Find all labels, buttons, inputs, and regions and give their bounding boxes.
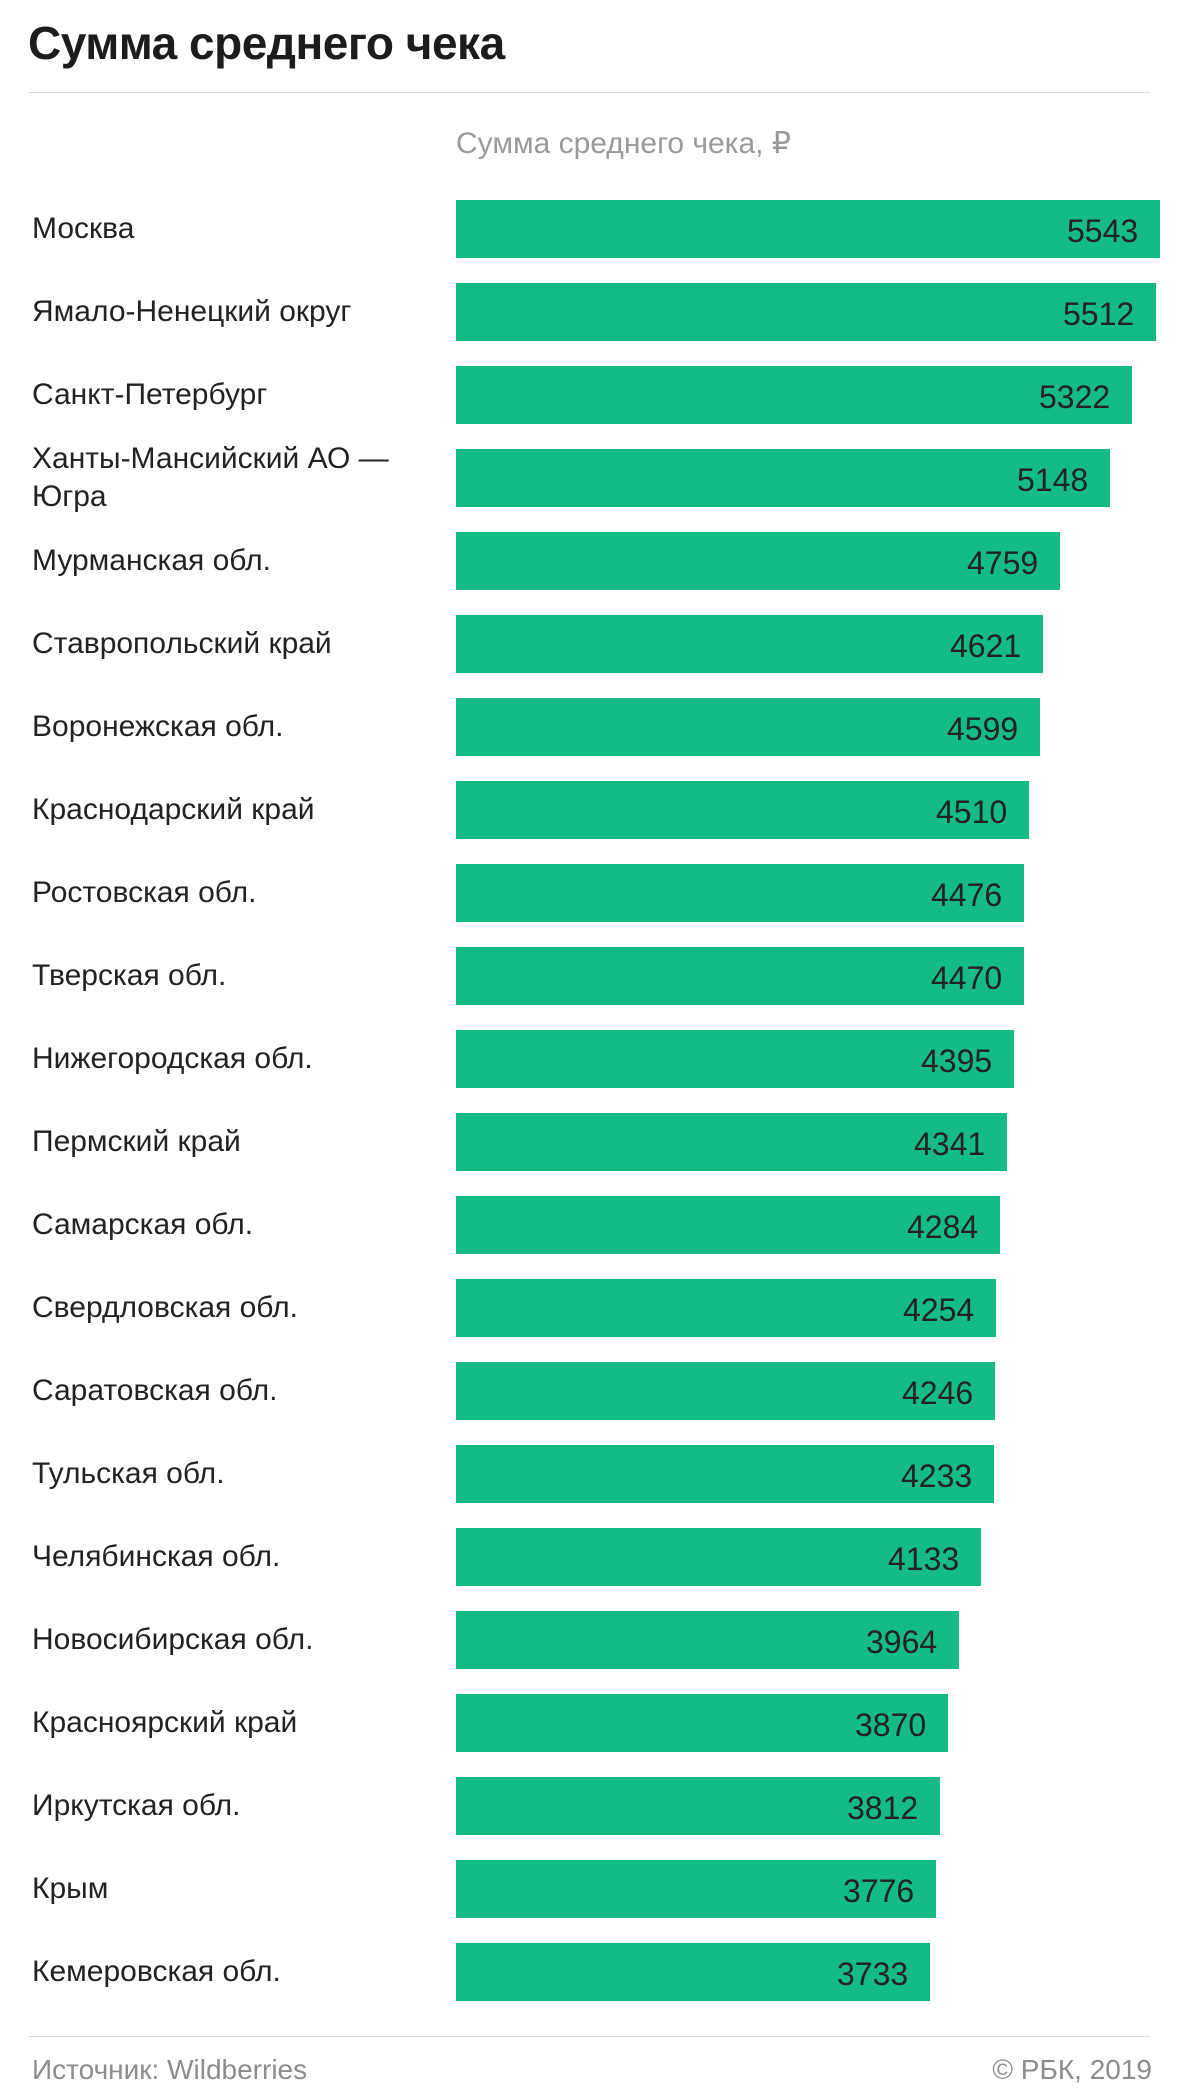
category-label: Мурманская обл.	[32, 544, 271, 577]
copyright-note: © РБК, 2019	[992, 2054, 1152, 2085]
category-label: Самарская обл.	[32, 1208, 254, 1241]
bar	[456, 1445, 994, 1503]
category-label: Кемеровская обл.	[32, 1955, 281, 1988]
category-label: Свердловская обл.	[32, 1291, 298, 1324]
category-label: Москва	[32, 212, 135, 245]
category-label: Санкт-Петербург	[32, 378, 268, 411]
bar-value-label: 4395	[921, 1042, 993, 1079]
bar-value-label: 4470	[931, 959, 1003, 996]
category-label: Ставропольский край	[32, 627, 332, 660]
bar-value-label: 4233	[901, 1457, 973, 1494]
bar	[456, 200, 1160, 258]
bar	[456, 1528, 981, 1586]
source-note: Источник: Wildberries	[32, 2054, 308, 2085]
category-label: Нижегородская обл.	[32, 1042, 313, 1075]
bar-value-label: 4133	[888, 1540, 960, 1577]
bar	[456, 449, 1110, 507]
bar	[456, 864, 1024, 922]
bar-value-label: 4254	[903, 1291, 975, 1328]
bar-value-label: 5148	[1017, 461, 1089, 498]
bar	[456, 947, 1024, 1005]
bar-value-label: 5322	[1039, 378, 1111, 415]
bar	[456, 1694, 948, 1752]
bar	[456, 1030, 1014, 1088]
category-label: Ямало-Ненецкий округ	[32, 295, 352, 328]
bar-value-label: 3870	[855, 1706, 927, 1743]
category-label: Ростовская обл.	[32, 876, 257, 909]
bar	[456, 1611, 959, 1669]
category-label: Ханты-Мансийский АО — Югра	[32, 442, 389, 513]
bar-value-label: 4284	[907, 1208, 979, 1245]
bar-value-label: 3733	[837, 1955, 909, 1992]
bar	[456, 283, 1156, 341]
category-label: Краснодарский край	[32, 793, 315, 826]
bar-value-label: 4341	[914, 1125, 986, 1162]
category-label: Воронежская обл.	[32, 710, 284, 743]
category-label: Крым	[32, 1872, 109, 1905]
bar	[456, 1113, 1007, 1171]
bar	[456, 615, 1043, 673]
chart-title: Сумма среднего чека	[28, 17, 505, 69]
bar-value-label: 3964	[866, 1623, 938, 1660]
category-label: Саратовская обл.	[32, 1374, 278, 1407]
category-label: Тверская обл.	[32, 959, 227, 992]
bar-value-label: 3812	[847, 1789, 919, 1826]
category-label: Новосибирская обл.	[32, 1623, 314, 1656]
bar-value-label: 5512	[1063, 295, 1135, 332]
category-label: Тульская обл.	[32, 1457, 225, 1490]
bar-value-label: 4599	[947, 710, 1019, 747]
bottom-divider	[28, 2036, 1150, 2037]
top-divider	[28, 92, 1150, 93]
category-label: Челябинская обл.	[32, 1540, 281, 1573]
bar	[456, 1362, 995, 1420]
bar-value-label: 4246	[902, 1374, 974, 1411]
bar	[456, 1196, 1000, 1254]
category-label: Иркутская обл.	[32, 1789, 241, 1822]
bar	[456, 1279, 996, 1337]
bar-value-label: 3776	[843, 1872, 915, 1909]
bar	[456, 781, 1029, 839]
value-column-header: Сумма среднего чека, ₽	[456, 127, 791, 160]
bar	[456, 1860, 936, 1918]
bar	[456, 1943, 930, 2001]
bar-value-label: 4510	[936, 793, 1008, 830]
bar-value-label: 4621	[950, 627, 1022, 664]
category-label: Красноярский край	[32, 1706, 298, 1739]
bar-value-label: 4476	[931, 876, 1003, 913]
bar-value-label: 5543	[1067, 212, 1139, 249]
bar-value-label: 4759	[967, 544, 1039, 581]
category-label: Пермский край	[32, 1125, 241, 1158]
bar	[456, 366, 1132, 424]
bar	[456, 698, 1040, 756]
bar	[456, 532, 1060, 590]
bar	[456, 1777, 940, 1835]
